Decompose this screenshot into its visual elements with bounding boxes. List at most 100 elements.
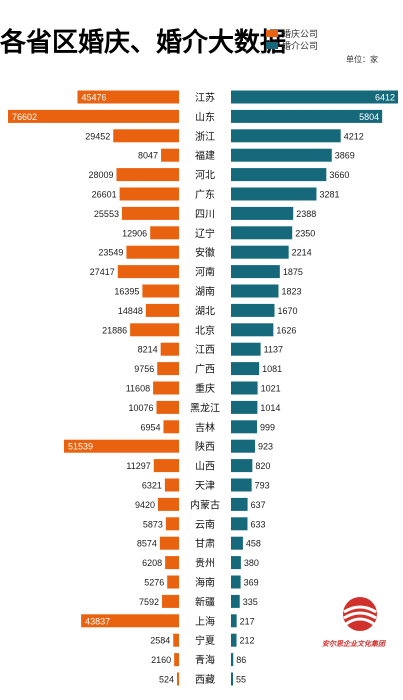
bar-matchmaking-3 (231, 148, 332, 162)
bar-wedding-30 (177, 672, 179, 686)
bar-matchmaking-25 (231, 575, 241, 589)
bar-matchmaking-21 (231, 497, 248, 511)
value-label-matchmaking-15: 1021 (261, 384, 281, 394)
value-label-wedding-3: 8047 (138, 151, 158, 161)
bar-matchmaking-14 (231, 362, 260, 376)
value-label-wedding-1: 76602 (12, 112, 37, 122)
bar-wedding-18 (63, 439, 179, 453)
legend-swatch-matchmaking (266, 42, 278, 49)
value-label-matchmaking-17: 999 (260, 422, 275, 432)
bar-wedding-27 (81, 614, 179, 628)
bar-wedding-7 (150, 226, 179, 240)
bar-wedding-25 (167, 575, 179, 589)
value-label-wedding-9: 27417 (90, 267, 115, 277)
value-label-wedding-29: 2160 (151, 655, 171, 665)
province-label-25: 海南 (195, 576, 215, 589)
province-label-22: 云南 (195, 518, 215, 531)
bar-matchmaking-20 (231, 478, 252, 492)
value-label-matchmaking-18: 923 (258, 442, 273, 452)
value-label-wedding-0: 45476 (81, 93, 106, 103)
value-label-wedding-27: 43837 (85, 616, 110, 626)
bar-matchmaking-2 (231, 129, 341, 143)
value-label-wedding-22: 5873 (143, 519, 163, 529)
bar-wedding-9 (117, 265, 179, 279)
bar-wedding-13 (160, 342, 179, 356)
value-label-wedding-8: 23549 (98, 248, 123, 258)
value-label-matchmaking-14: 1081 (262, 364, 282, 374)
bar-matchmaking-11 (231, 303, 275, 317)
province-label-28: 宁夏 (195, 634, 215, 647)
value-label-matchmaking-1: 5804 (359, 112, 379, 122)
bar-wedding-17 (163, 420, 179, 434)
legend-item-matchmaking: 婚介公司 (266, 40, 318, 51)
value-label-matchmaking-29: 86 (236, 655, 246, 665)
value-label-wedding-5: 26601 (92, 190, 117, 200)
province-label-4: 河北 (195, 170, 215, 182)
value-label-matchmaking-30: 55 (236, 675, 246, 685)
value-label-matchmaking-16: 1014 (260, 403, 280, 413)
bar-wedding-19 (153, 459, 179, 473)
province-label-7: 辽宁 (195, 227, 215, 240)
bar-wedding-14 (157, 362, 179, 376)
bar-matchmaking-18 (231, 439, 256, 453)
bar-matchmaking-0 (231, 90, 398, 104)
value-label-wedding-13: 8214 (138, 345, 158, 355)
bar-matchmaking-24 (231, 556, 241, 570)
province-label-16: 黑龙江 (190, 401, 220, 414)
bar-wedding-5 (119, 187, 179, 201)
value-label-wedding-2: 29452 (85, 131, 110, 141)
value-label-wedding-16: 10076 (128, 403, 153, 413)
value-label-matchmaking-10: 1823 (281, 287, 301, 297)
province-label-18: 陕西 (195, 440, 215, 453)
bar-wedding-6 (121, 206, 179, 220)
value-label-wedding-12: 21886 (102, 325, 127, 335)
bar-wedding-29 (174, 653, 179, 667)
value-label-wedding-4: 28009 (88, 170, 113, 180)
value-label-matchmaking-20: 793 (255, 481, 270, 491)
value-label-wedding-21: 9420 (135, 500, 155, 510)
bar-wedding-3 (161, 148, 179, 162)
bar-wedding-28 (173, 633, 179, 647)
bar-wedding-24 (165, 556, 179, 570)
province-label-17: 吉林 (195, 421, 215, 434)
value-label-wedding-11: 14848 (118, 306, 143, 316)
province-label-6: 四川 (195, 209, 215, 220)
province-label-10: 湖南 (195, 285, 215, 298)
province-label-21: 内蒙古 (190, 498, 220, 511)
legend-item-wedding: 婚庆公司 (266, 28, 318, 39)
value-label-matchmaking-26: 335 (243, 597, 258, 607)
value-label-matchmaking-13: 1137 (264, 345, 283, 355)
bar-wedding-26 (162, 594, 179, 608)
value-label-wedding-6: 25553 (94, 209, 119, 219)
value-label-matchmaking-3: 3869 (335, 151, 355, 161)
value-label-matchmaking-12: 1626 (276, 325, 296, 335)
bar-matchmaking-1 (231, 109, 383, 123)
legend-label-matchmaking: 婚介公司 (282, 41, 319, 51)
bar-matchmaking-23 (231, 536, 243, 550)
bar-matchmaking-19 (231, 459, 253, 473)
province-label-30: 西藏 (195, 674, 215, 686)
value-label-wedding-7: 12906 (122, 228, 147, 238)
unit-label: 单位：家 (346, 55, 378, 64)
value-label-matchmaking-2: 4212 (344, 131, 364, 141)
bar-matchmaking-15 (231, 381, 258, 395)
province-label-26: 新疆 (195, 595, 215, 608)
bar-wedding-12 (130, 323, 179, 337)
bar-wedding-11 (145, 303, 179, 317)
bar-wedding-4 (116, 168, 179, 182)
value-label-wedding-28: 2584 (150, 636, 170, 646)
company-logo-icon (343, 597, 377, 631)
province-label-13: 江西 (195, 344, 215, 356)
value-label-wedding-14: 9756 (134, 364, 154, 374)
bar-matchmaking-17 (231, 420, 258, 434)
bar-wedding-1 (8, 109, 179, 123)
bar-wedding-21 (157, 497, 179, 511)
value-label-matchmaking-6: 2388 (296, 209, 316, 219)
province-label-14: 广西 (195, 364, 215, 376)
value-label-wedding-17: 6954 (140, 422, 160, 432)
bar-matchmaking-26 (231, 594, 240, 608)
bar-matchmaking-13 (231, 342, 261, 356)
province-label-9: 河南 (195, 266, 215, 279)
bar-wedding-0 (77, 90, 179, 104)
province-label-15: 重庆 (195, 382, 215, 395)
